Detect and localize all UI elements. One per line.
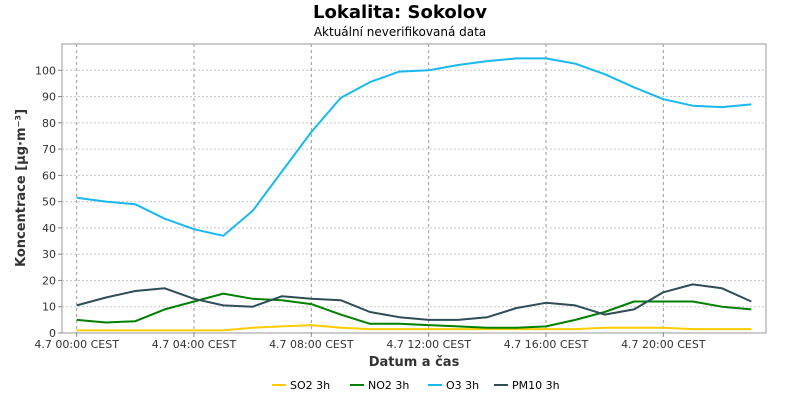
x-tick-label: 4.7 12:00 CEST (386, 338, 471, 351)
y-tick-label: 0 (49, 327, 56, 340)
y-tick-label: 40 (42, 222, 56, 235)
y-tick-label: 60 (42, 169, 56, 182)
legend-label: O3 3h (446, 379, 479, 392)
chart-subtitle: Aktuální neverifikovaná data (314, 25, 486, 39)
y-tick-label: 100 (35, 64, 56, 77)
series-line-pm10 (76, 283, 752, 321)
y-tick-label: 10 (42, 301, 56, 314)
x-axis-ticks: 4.7 00:00 CEST 4.7 04:00 CEST 4.7 08:00 CE… (34, 333, 706, 351)
legend-item-no2: NO2 3h (350, 379, 409, 392)
x-tick-label: 4.7 00:00 CEST (34, 338, 119, 351)
series-line-no2 (76, 292, 752, 329)
legend-label: PM10 3h (512, 379, 560, 392)
y-tick-label: 80 (42, 117, 56, 130)
x-tick-label: 4.7 04:00 CEST (152, 338, 237, 351)
x-tick-label: 4.7 08:00 CEST (269, 338, 354, 351)
x-tick-label: 4.7 16:00 CEST (504, 338, 589, 351)
y-axis-ticks: 0 10 20 30 40 50 60 70 80 90 100 (35, 64, 62, 340)
y-tick-label: 30 (42, 248, 56, 261)
legend-label: SO2 3h (290, 379, 330, 392)
plot-area (61, 43, 767, 334)
legend-item-pm10: PM10 3h (494, 379, 560, 392)
legend-label: NO2 3h (368, 379, 409, 392)
y-tick-label: 70 (42, 143, 56, 156)
chart-title: Lokalita: Sokolov (313, 2, 487, 23)
y-tick-label: 20 (42, 274, 56, 287)
legend-item-o3: O3 3h (428, 379, 479, 392)
legend: SO2 3h NO2 3h O3 3h PM10 3h (272, 379, 560, 392)
x-tick-label: 4.7 20:00 CEST (621, 338, 706, 351)
legend-item-so2: SO2 3h (272, 379, 330, 392)
y-tick-label: 90 (42, 91, 56, 104)
series-lines (76, 57, 752, 332)
gridlines (62, 44, 766, 333)
series-line-so2 (76, 324, 752, 332)
y-tick-label: 50 (42, 196, 56, 209)
series-line-o3 (76, 57, 752, 237)
y-axis-label: Koncentrace [µg·m⁻³] (14, 109, 29, 267)
x-axis-label: Datum a čas (369, 355, 460, 370)
